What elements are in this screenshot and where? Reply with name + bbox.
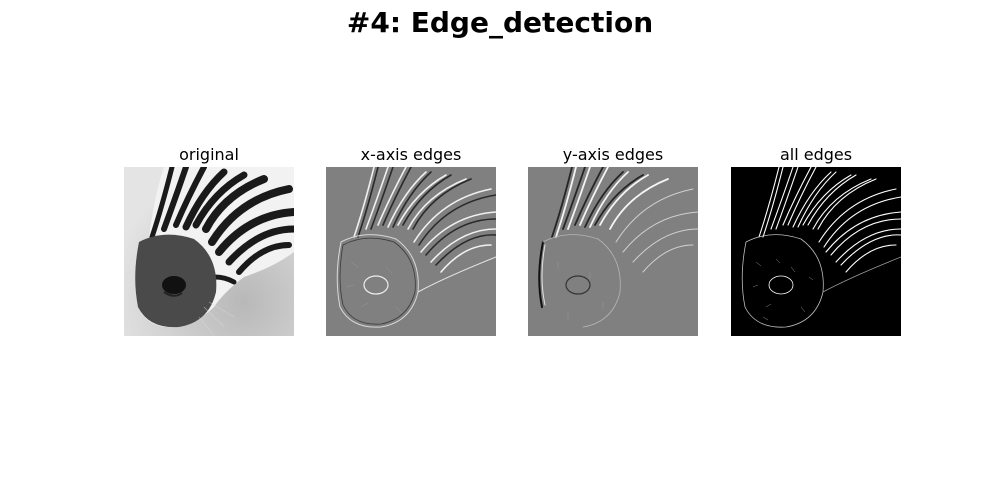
panel-original: original xyxy=(124,143,294,336)
original-zebra-image xyxy=(124,167,294,336)
panel-title-x-axis-edges: x-axis edges xyxy=(360,145,462,164)
panel-y-axis-edges: y-axis edges xyxy=(528,143,698,336)
y-axis-edges-image xyxy=(528,167,698,336)
x-axis-edges-image xyxy=(326,167,496,336)
all-edges-image xyxy=(731,167,901,336)
figure-title: #4: Edge_detection xyxy=(346,6,654,39)
panel-title-y-axis-edges: y-axis edges xyxy=(562,145,664,164)
panel-title-original: original xyxy=(179,145,239,164)
panel-all-edges: all edges xyxy=(731,143,901,336)
panel-title-all-edges: all edges xyxy=(779,145,853,164)
panel-x-axis-edges: x-axis edges xyxy=(326,143,496,336)
